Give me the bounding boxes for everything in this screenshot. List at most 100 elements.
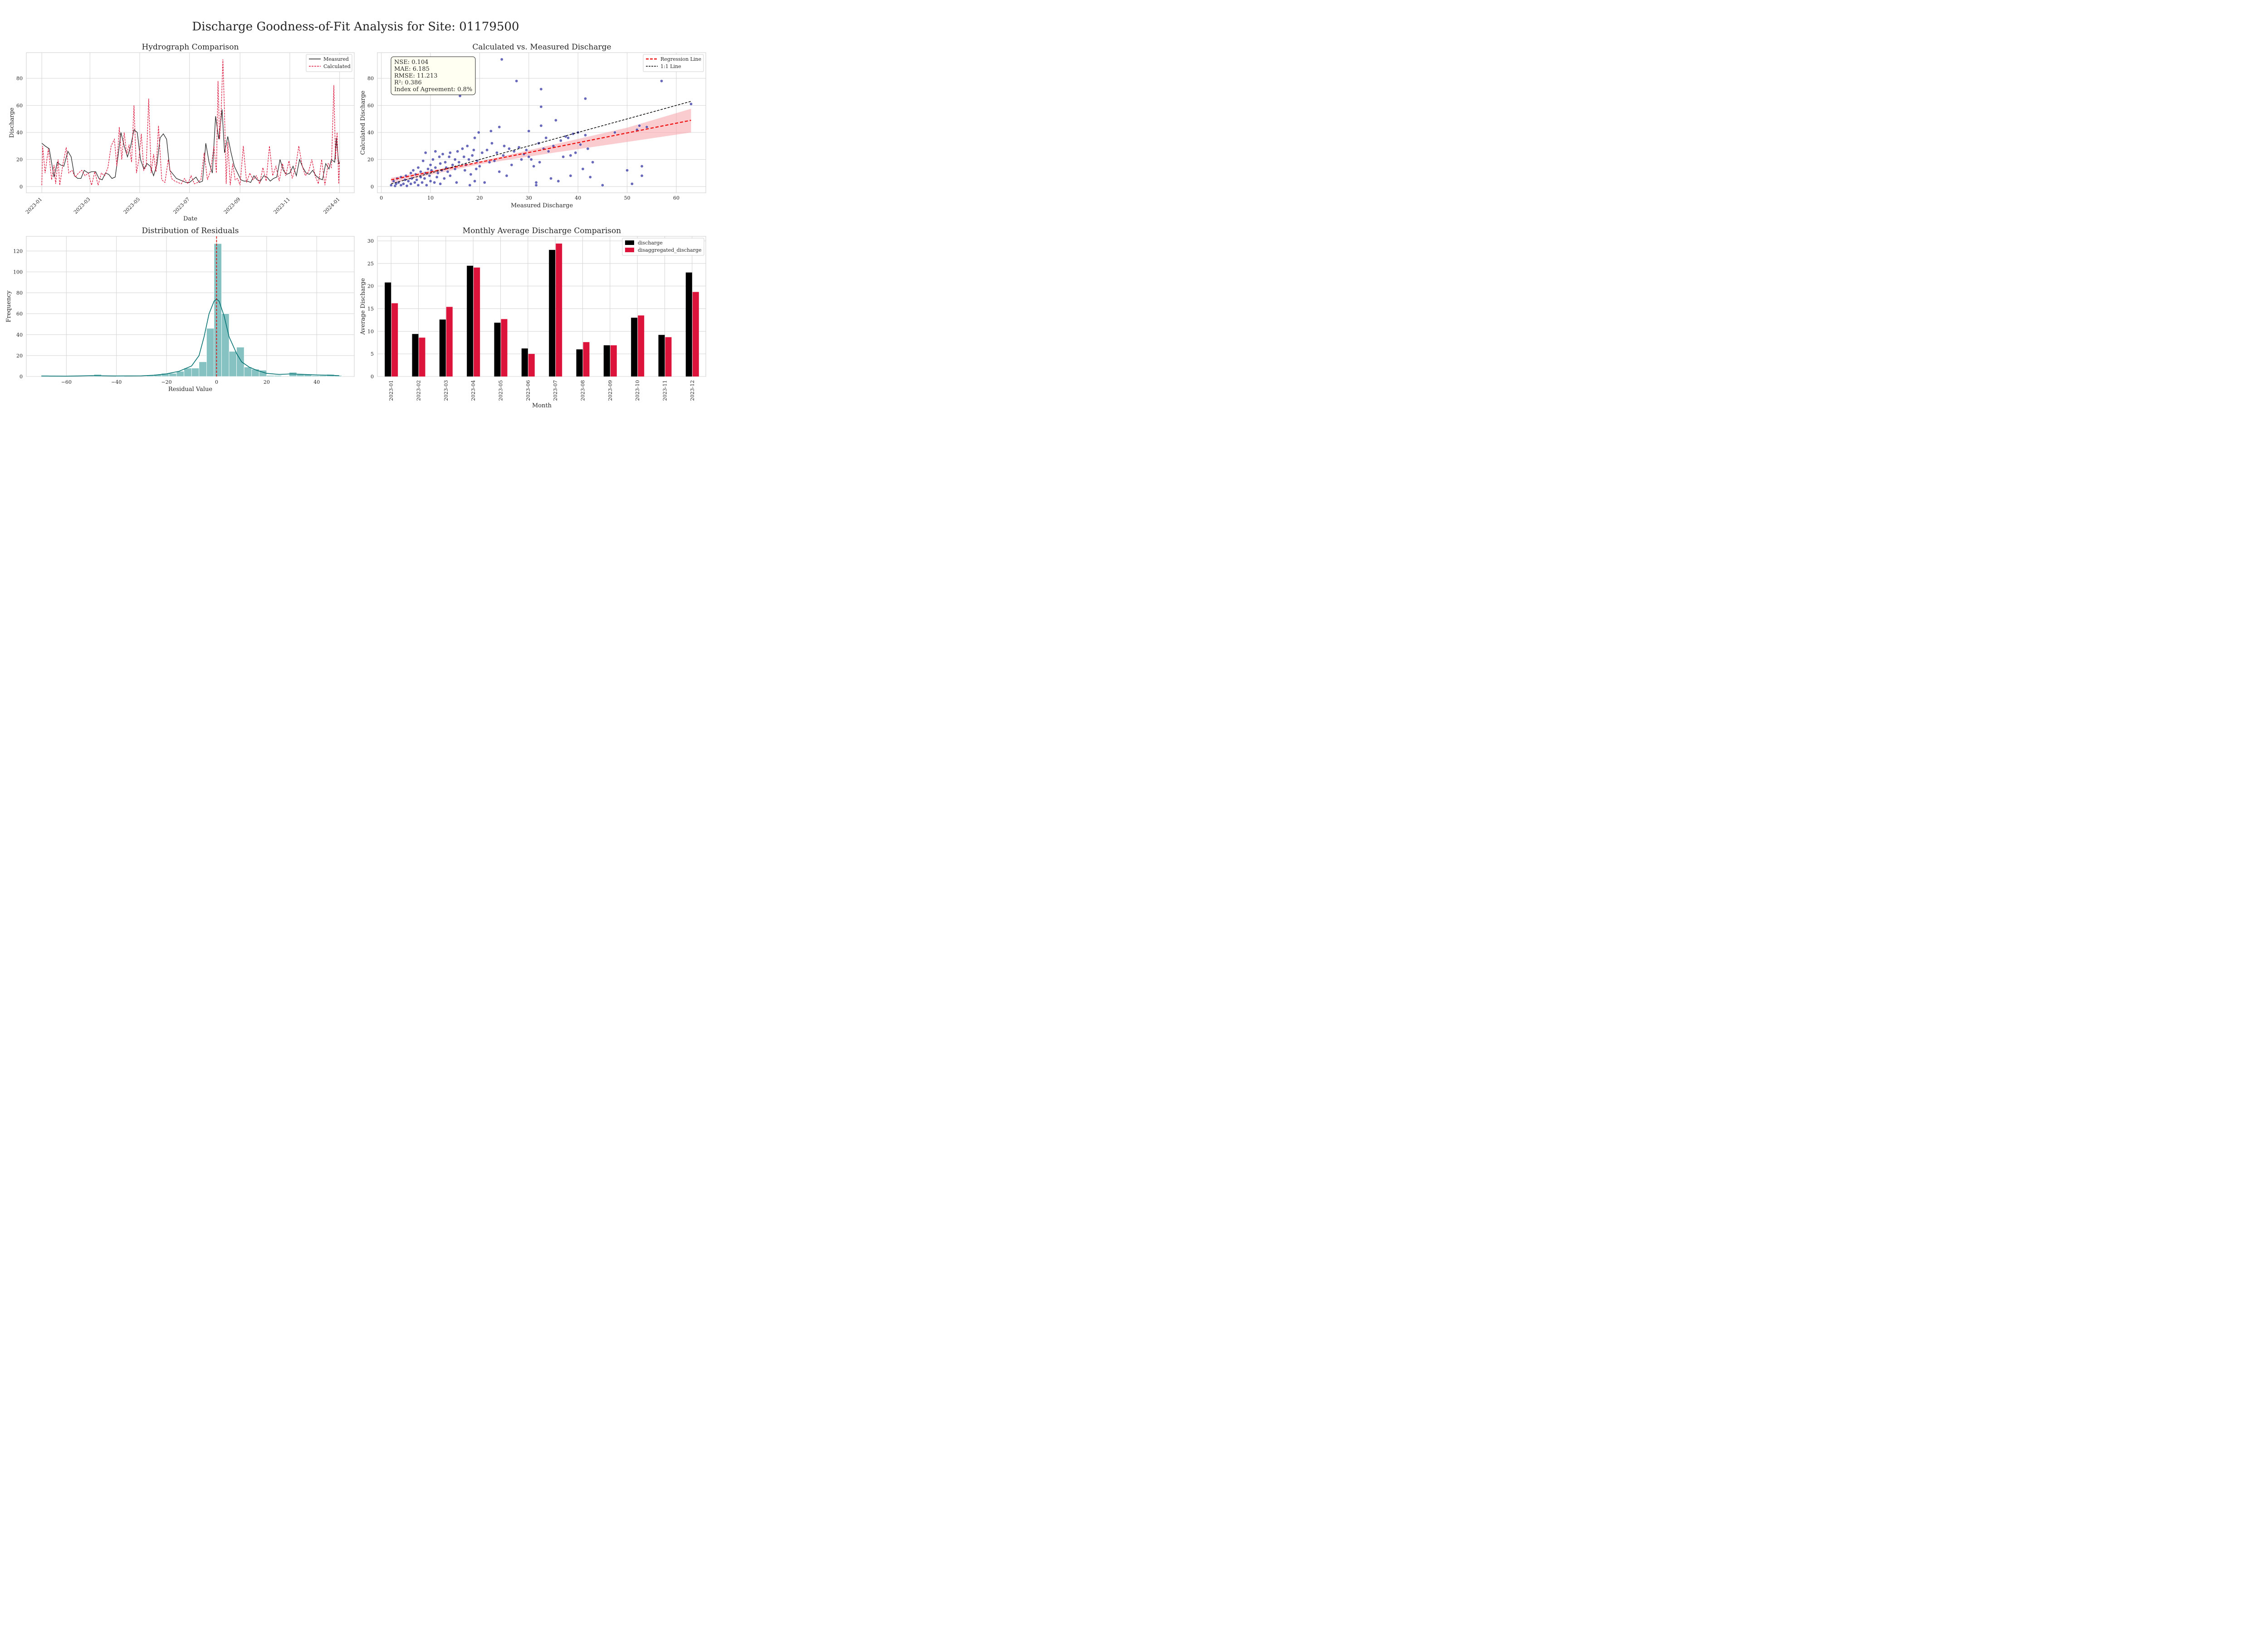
scatter-point xyxy=(554,118,557,122)
scatter-point xyxy=(584,97,587,100)
scatter-point xyxy=(429,163,432,167)
scatter-ylabel: Calculated Discharge xyxy=(360,90,367,155)
scatter-point xyxy=(453,158,457,161)
scatter-point xyxy=(446,170,450,173)
scatter-point xyxy=(421,159,425,163)
scatter-point xyxy=(447,155,451,159)
scatter-point xyxy=(569,154,572,157)
monthly-xtick-label: 2023-01 xyxy=(388,380,394,401)
scatter-point xyxy=(495,151,499,155)
scatter-point xyxy=(569,174,572,177)
scatter-point xyxy=(567,136,570,140)
hydrograph-xtick-label: 2023-11 xyxy=(273,196,292,215)
residual-bin xyxy=(289,372,297,377)
scatter-point xyxy=(442,176,446,180)
hydrograph-title: Hydrograph Comparison xyxy=(142,43,239,52)
scatter-point xyxy=(488,161,491,164)
scatter-point xyxy=(470,154,474,157)
scatter-point xyxy=(438,155,441,159)
monthly-ytick-label: 25 xyxy=(367,261,374,267)
scatter-point xyxy=(457,161,461,164)
hydrograph-xlabel: Date xyxy=(183,215,197,222)
scatter-point xyxy=(559,139,562,142)
monthly-legend-label: disaggregated_discharge xyxy=(638,247,702,253)
scatter-point xyxy=(527,155,531,159)
monthly-xtick-label: 2023-02 xyxy=(416,380,422,401)
bar-disaggregated xyxy=(474,267,480,376)
bar-disaggregated xyxy=(391,303,398,376)
residual-bin xyxy=(169,373,177,377)
scatter-point xyxy=(439,182,442,186)
scatter-point xyxy=(431,158,435,161)
monthly-legend-swatch xyxy=(625,248,634,252)
scatter-point xyxy=(534,183,538,187)
scatter-point xyxy=(451,163,455,167)
scatter-point xyxy=(630,182,634,186)
scatter-point xyxy=(584,133,587,137)
scatter-point xyxy=(571,132,575,136)
monthly-xtick-label: 2023-06 xyxy=(525,380,531,401)
monthly-frame xyxy=(377,236,706,377)
monthly-legend-label: discharge xyxy=(638,240,663,246)
residuals-bins xyxy=(41,243,342,377)
scatter-point xyxy=(401,182,405,186)
monthly-grid xyxy=(377,236,706,377)
scatter-point xyxy=(448,174,452,177)
scatter-point xyxy=(483,181,486,184)
residual-bin xyxy=(199,362,207,377)
bar-disaggregated xyxy=(665,337,672,376)
scatter-point xyxy=(423,176,426,180)
monthly-ticks: 0 5 10 15 20 25 30 2023-01 2023-02 2023-03 2023-04… xyxy=(367,238,695,401)
scatter-point xyxy=(640,174,644,177)
scatter-point xyxy=(539,88,543,91)
scatter-panel: Calculated vs. Measured Discharge 0 10 20 3… xyxy=(360,43,706,209)
scatter-point xyxy=(399,183,403,187)
residuals-xtick-label: −40 xyxy=(111,379,122,385)
scatter-point xyxy=(444,161,447,164)
scatter-point xyxy=(436,171,440,175)
hydrograph-ytick-label: 0 xyxy=(20,184,23,190)
scatter-point xyxy=(502,154,505,157)
scatter-point xyxy=(415,178,419,181)
bar-discharge xyxy=(494,323,501,376)
scatter-point xyxy=(416,183,420,187)
hydrograph-ytick-label: 40 xyxy=(16,130,23,136)
residuals-ytick-label: 0 xyxy=(20,374,23,380)
scatter-point xyxy=(505,174,508,177)
scatter-ci-band xyxy=(391,108,691,183)
bar-discharge xyxy=(603,345,610,376)
residuals-xtick-label: −20 xyxy=(161,379,171,385)
scatter-point xyxy=(413,181,416,184)
residuals-ytick-label: 100 xyxy=(13,269,23,275)
scatter-point xyxy=(508,147,511,151)
scatter-lines xyxy=(391,101,691,185)
scatter-point xyxy=(500,58,503,61)
scatter-point xyxy=(529,158,533,161)
monthly-xlabel: Month xyxy=(532,402,552,409)
scatter-point xyxy=(465,144,469,148)
monthly-ytick-label: 10 xyxy=(367,328,374,334)
monthly-xtick-label: 2023-07 xyxy=(552,380,558,401)
scatter-point xyxy=(591,161,595,164)
residuals-kde xyxy=(41,298,339,377)
monthly-ytick-label: 5 xyxy=(371,351,374,357)
scatter-point xyxy=(532,164,536,168)
residuals-xtick-label: 20 xyxy=(264,379,270,385)
stats-line: RMSE: 11.213 xyxy=(394,73,438,79)
stats-line: MAE: 6.185 xyxy=(394,66,430,73)
scatter-xlabel: Measured Discharge xyxy=(511,202,573,209)
scatter-ytick-label: 0 xyxy=(371,184,374,190)
scatter-point xyxy=(503,144,506,148)
monthly-xtick-label: 2023-08 xyxy=(580,380,586,401)
scatter-point xyxy=(389,183,393,187)
scatter-point xyxy=(392,179,396,183)
residuals-xtick-label: 40 xyxy=(313,379,320,385)
scatter-confidence-band xyxy=(391,108,691,183)
hydrograph-xtick-label: 2023-07 xyxy=(172,196,191,215)
scatter-point xyxy=(434,150,437,153)
residuals-ylabel: Frequency xyxy=(5,290,12,323)
scatter-point xyxy=(426,167,430,171)
bar-disaggregated xyxy=(446,307,453,376)
scatter-point xyxy=(468,183,472,187)
